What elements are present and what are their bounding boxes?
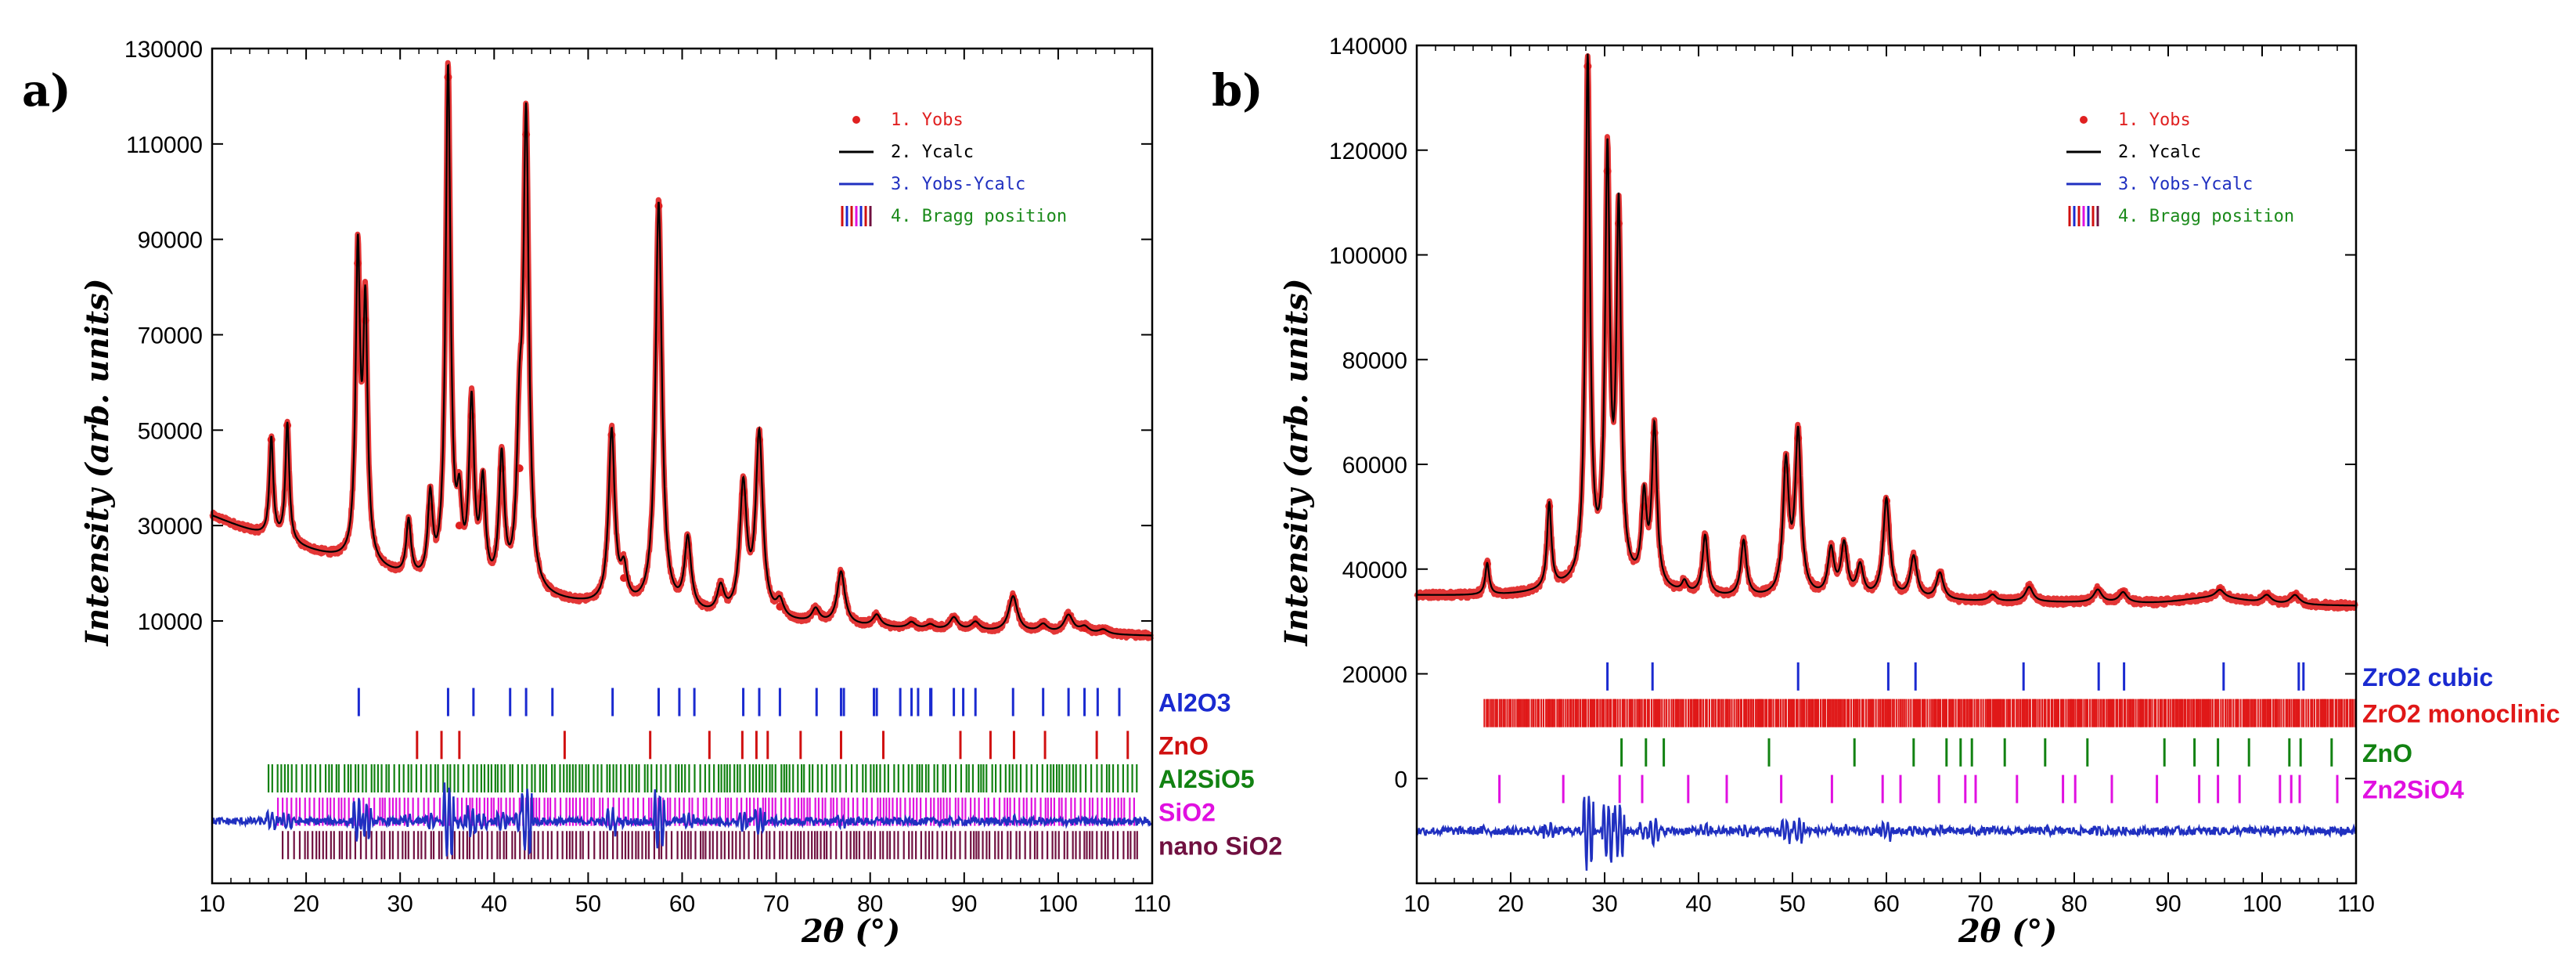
panel-a-x-tick-label: 40	[481, 891, 507, 917]
panel-a-ycalc-series	[211, 63, 1152, 637]
panel-a-y-tick-label: 30000	[138, 514, 203, 540]
panel-b-legend-label: 1. Yobs	[2118, 110, 2191, 130]
panel-a-yobs-peak-point	[515, 464, 524, 473]
panel-b-yobs-peak-point	[1988, 591, 1997, 600]
panel-a-x-tick-label: 90	[951, 891, 977, 917]
panel-a-chart: a) Al2O3 ZnO Al2SiO5 SiO2 nano SiO2 10 20 30 40…	[22, 37, 1282, 950]
panel-a-yobs-peak-point	[776, 602, 784, 611]
panel-b-y-tick-label: 80000	[1342, 348, 1407, 374]
panel-b-y-tick-label: 0	[1394, 767, 1407, 792]
panel-a-bragg-label: nano SiO2	[1158, 832, 1282, 860]
panel-b-y-tick-label: 40000	[1342, 558, 1407, 583]
panel-b-chart: b) ZrO2 cubic ZrO2 monoclinic ZnO Zn2SiO4 1…	[1212, 34, 2560, 950]
panel-a-bragg-label: ZnO	[1158, 731, 1209, 760]
panel-a-legend-label: 2. Ycalc	[891, 143, 974, 162]
panel-a-y-tick-label: 10000	[138, 609, 203, 635]
panel-a-yobs-peak-point	[467, 412, 476, 421]
panel-b-x-tick-label: 110	[2337, 891, 2375, 917]
panel-a-bragg-row	[357, 688, 1121, 717]
panel-a-x-tick-label: 60	[669, 891, 695, 917]
panel-b-difference-series	[1416, 796, 2358, 871]
panel-a-x-tick-label: 20	[293, 891, 319, 917]
panel-b-bragg-row	[1606, 662, 2305, 691]
panel-b-x-tick-label: 90	[2155, 891, 2181, 917]
panel-a-bragg-row	[281, 831, 1138, 860]
panel-a-bragg-label: SiO2	[1158, 799, 1216, 827]
panel-b-x-tick-label: 70	[1967, 891, 1993, 917]
panel-a-x-tick-label: 80	[857, 891, 883, 917]
panel-a-bragg-row	[267, 763, 1138, 792]
panel-b-x-axis-title: 2θ (°)	[1958, 913, 2057, 950]
panel-a-x-tick-label: 110	[1133, 891, 1171, 917]
panel-b-legend-label: 4. Bragg position	[2118, 207, 2294, 226]
panel-a-legend-label: 4. Bragg position	[891, 207, 1067, 226]
panel-a-legend-dot	[852, 116, 860, 124]
panel-a-yobs-peak-point	[497, 464, 506, 473]
panel-a-difference-series	[211, 782, 1154, 857]
panel-b-bragg-label: ZrO2 cubic	[2362, 663, 2493, 691]
panel-b-yobs-peak-point	[1782, 465, 1790, 474]
panel-b-x-tick-label: 10	[1403, 891, 1429, 917]
panel-a-bragg-label: Al2O3	[1158, 689, 1230, 717]
panel-b-x-tick-label: 60	[1873, 891, 1899, 917]
panel-a-bragg-row	[416, 731, 1129, 760]
panel-b-x-tick-label: 40	[1685, 891, 1711, 917]
panel-b-x-tick-label: 50	[1779, 891, 1805, 917]
panel-b-y-tick-label: 60000	[1342, 453, 1407, 478]
panel-b-x-tick-label: 80	[2061, 891, 2087, 917]
panel-a-legend-label: 3. Yobs-Ycalc	[891, 175, 1025, 194]
panel-b-bragg-label: Zn2SiO4	[2362, 776, 2464, 804]
panel-a-yobs-peak-point	[949, 614, 958, 623]
panel-b-y-axis-title: Intensity (arb. units)	[1278, 278, 1315, 646]
panel-b-x-tick-label: 20	[1497, 891, 1523, 917]
panel-a-x-axis-title: 2θ (°)	[801, 913, 900, 950]
panel-b-y-tick-label: 140000	[1329, 34, 1407, 60]
panel-a-yobs-peak-point	[620, 574, 629, 583]
panel-b-bragg-label: ZnO	[2362, 739, 2412, 767]
panel-a-yobs-peak-point	[873, 612, 881, 620]
panel-a-legend-label: 1. Yobs	[891, 110, 964, 130]
panel-b-y-tick-label: 100000	[1329, 244, 1407, 269]
panel-a-yobs-peak-point	[739, 488, 748, 496]
panel-a-y-axis-title: Intensity (arb. units)	[79, 278, 116, 646]
panel-b-bragg-row	[1620, 738, 2333, 767]
panel-a-yobs-peak-point	[455, 522, 463, 530]
panel-a-y-tick-label: 90000	[138, 228, 203, 254]
panel-a-x-tick-label: 70	[763, 891, 789, 917]
panel-a-yobs-peak-point	[907, 619, 916, 628]
panel-b-y-tick-label: 20000	[1342, 662, 1407, 688]
panel-b-y-tick-label: 120000	[1329, 139, 1407, 164]
panel-a-x-tick-label: 10	[199, 891, 225, 917]
panel-a-bragg-label: Al2SiO5	[1158, 765, 1255, 793]
panel-a-y-tick-label: 50000	[138, 418, 203, 444]
panel-a-yobs-peak-point	[361, 316, 369, 325]
panel-a-x-tick-label: 50	[575, 891, 601, 917]
panel-b-ycalc-series	[1417, 53, 2356, 607]
panel-a-x-tick-label: 100	[1039, 891, 1078, 917]
panel-a-yobs-peak-point	[405, 522, 413, 530]
panel-a-y-tick-label: 110000	[126, 132, 203, 158]
panel-a-y-tick-label: 130000	[124, 37, 203, 63]
panel-b-x-tick-label: 30	[1591, 891, 1617, 917]
panel-b-legend-label: 2. Ycalc	[2118, 143, 2201, 162]
panel-b-bragg-row	[1483, 698, 2356, 727]
panel-b-bragg-label: ZrO2 monoclinic	[2362, 700, 2560, 728]
panel-b-legend-label: 3. Yobs-Ycalc	[2118, 175, 2253, 194]
panel-b-legend-dot	[2080, 116, 2088, 124]
panel-b-bragg-row	[1498, 774, 2339, 803]
panel-a-label: a)	[22, 65, 71, 117]
panel-a-y-tick-label: 70000	[138, 323, 203, 348]
panel-a-x-tick-label: 30	[387, 891, 413, 917]
panel-b-label: b)	[1212, 65, 1263, 117]
panel-b-x-tick-label: 100	[2243, 891, 2282, 917]
